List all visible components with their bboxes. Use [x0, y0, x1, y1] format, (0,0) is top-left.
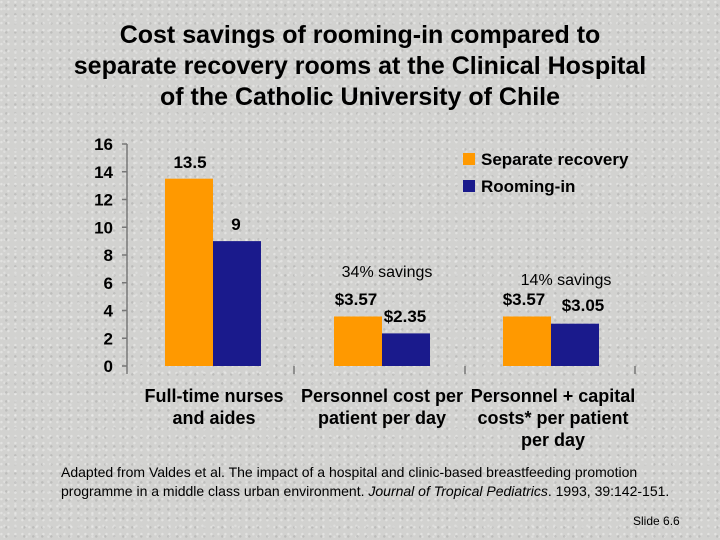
- bar-chart: 0 2 4 6 8 10 12 14 16 13.5 $3.57 $3.57 9 $2.35 $3.05 34…: [94, 135, 636, 450]
- savings-annotation: 34% savings: [342, 264, 433, 281]
- x-category-label: Full-time nurses: [144, 386, 283, 406]
- bar-rooming-in: [382, 333, 430, 366]
- y-tick-label: 10: [94, 218, 113, 237]
- title-line-1: Cost savings of rooming-in compared to: [119, 21, 601, 49]
- bar-separate-recovery: [165, 178, 213, 366]
- legend-label: Rooming-in: [481, 177, 575, 196]
- title-line-2: separate recovery rooms at the Clinical …: [73, 52, 647, 80]
- savings-annotation: 14% savings: [521, 272, 612, 289]
- bar-separate-recovery: [334, 316, 382, 366]
- y-tick-label: 4: [104, 302, 114, 321]
- legend-swatch: [463, 153, 475, 165]
- y-tick-label: 2: [104, 329, 113, 348]
- data-label: $3.05: [562, 296, 605, 315]
- title-line-3: of the Catholic University of Chile: [159, 83, 561, 111]
- data-label: 13.5: [173, 153, 206, 172]
- x-category-label: and aides: [172, 408, 255, 428]
- data-label: 9: [231, 215, 240, 234]
- source-citation: Adapted from Valdes et al. The impact of…: [61, 463, 711, 501]
- bar-rooming-in: [551, 323, 599, 366]
- source-prefix: Adapted from Valdes et al. The impact of…: [61, 464, 638, 499]
- x-category-label: Personnel + capital: [471, 386, 636, 406]
- y-tick-label: 14: [94, 163, 113, 182]
- x-category-label: costs* per patient: [477, 408, 628, 428]
- y-tick-label: 16: [94, 135, 113, 154]
- source-suffix: . 1993, 39:142-151.: [547, 483, 670, 499]
- source-journal: Journal of Tropical Pediatrics: [368, 483, 548, 499]
- y-tick-label: 12: [94, 191, 113, 210]
- y-tick-label: 6: [104, 274, 113, 293]
- legend-label: Separate recovery: [481, 150, 629, 169]
- x-category-label: patient per day: [318, 408, 446, 428]
- y-tick-label: 8: [104, 246, 113, 265]
- legend-swatch: [463, 180, 475, 192]
- bar-separate-recovery: [503, 316, 551, 366]
- x-category-label: Personnel cost per: [301, 386, 463, 406]
- y-tick-label: 0: [104, 357, 113, 376]
- data-label: $3.57: [503, 290, 546, 309]
- data-label: $2.35: [384, 307, 427, 326]
- slide-number: Slide 6.6: [633, 514, 680, 528]
- x-category-label: per day: [521, 430, 585, 450]
- bar-rooming-in: [213, 241, 261, 366]
- data-label: $3.57: [335, 290, 378, 309]
- chart-title: Cost savings of rooming-in compared to s…: [0, 20, 720, 113]
